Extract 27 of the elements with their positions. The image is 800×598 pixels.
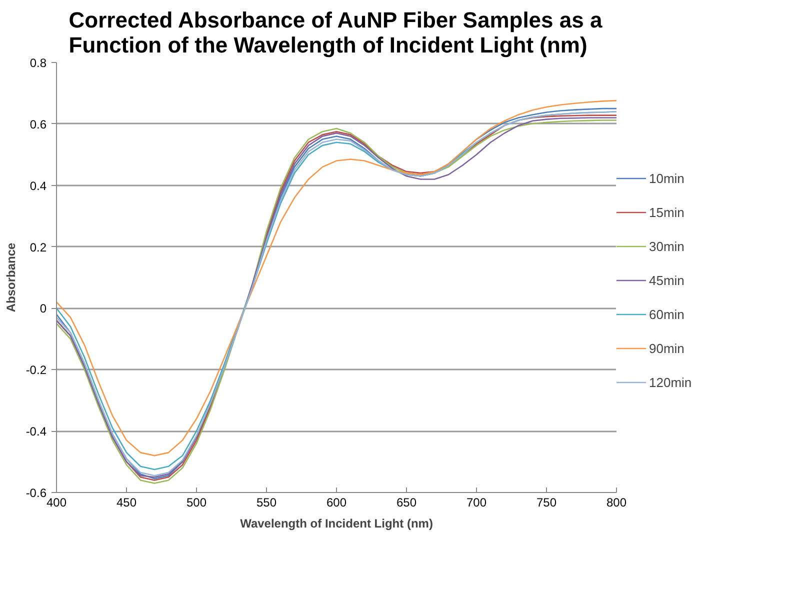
legend-label: 15min	[649, 204, 684, 220]
x-tick-label: 650	[396, 496, 417, 510]
legend-label: 90min	[649, 340, 684, 356]
x-tick-label: 800	[606, 496, 627, 510]
x-tick-label: 400	[46, 496, 67, 510]
x-tick-label: 450	[116, 496, 137, 510]
legend-label: 120min	[649, 374, 692, 390]
legend-label: 10min	[649, 170, 684, 186]
y-tick-label: 0.8	[30, 56, 47, 70]
x-tick-label: 750	[536, 496, 557, 510]
legend-label: 30min	[649, 238, 684, 254]
y-tick-label: 0.6	[30, 117, 47, 132]
y-tick-label: 0.4	[30, 178, 47, 193]
y-tick-label: -0.4	[26, 424, 47, 439]
legend-label: 45min	[649, 272, 684, 288]
y-tick-label: -0.2	[26, 363, 47, 378]
y-tick-label: -0.6	[26, 486, 47, 500]
x-axis-title: Wavelength of Incident Light (nm)	[240, 516, 433, 530]
y-axis-title: Absorbance	[4, 242, 18, 312]
x-tick-label: 550	[256, 496, 277, 510]
y-tick-label: 0.2	[30, 240, 47, 254]
legend-label: 60min	[649, 306, 684, 322]
x-tick-label: 500	[186, 496, 207, 510]
y-tick-label: 0	[40, 302, 47, 316]
chart-title: Corrected Absorbance of AuNP Fiber Samples as a Function of the Wavelength of Incident Light (nm)	[68, 8, 603, 58]
x-tick-label: 600	[326, 496, 347, 510]
x-tick-label: 700	[466, 496, 487, 510]
